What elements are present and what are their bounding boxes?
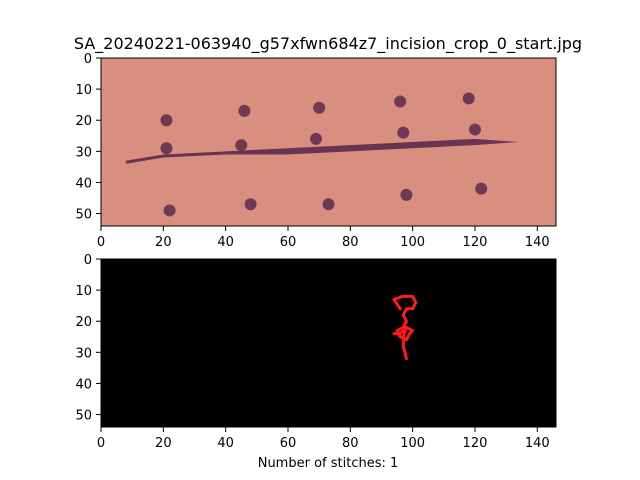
x-tick-label: 140 <box>525 436 550 451</box>
x-tick-label: 100 <box>400 235 425 250</box>
y-tick-label: 30 <box>75 346 92 361</box>
y-tick-label: 40 <box>75 176 92 191</box>
top-chart-title: SA_20240221-063940_g57xfwn684z7_incision… <box>74 34 582 54</box>
y-tick-label: 20 <box>75 315 92 330</box>
detected-stitch-trace <box>392 329 405 336</box>
y-tick-label: 10 <box>75 284 92 299</box>
y-tick-label: 0 <box>84 52 92 67</box>
stitch-mark-dot <box>163 204 176 217</box>
x-tick-label: 100 <box>400 436 425 451</box>
stitch-mark-dot <box>397 126 410 139</box>
detected-stitch-trace <box>392 294 418 361</box>
axes-frame <box>100 258 557 428</box>
y-tick-label: 40 <box>75 377 92 392</box>
stitch-mark-dot <box>235 139 248 152</box>
stitch-mark-dot <box>160 114 173 127</box>
x-tick-label: 120 <box>463 235 488 250</box>
stitch-mark-dot <box>475 182 488 195</box>
x-tick-label: 0 <box>97 235 105 250</box>
y-tick-label: 50 <box>75 409 92 424</box>
stitch-mark-dot <box>400 188 413 201</box>
image-background <box>101 259 556 427</box>
y-tick-label: 30 <box>75 145 92 160</box>
stitch-mark-dot <box>462 92 475 105</box>
bottom-chart-xlabel: Number of stitches: 1 <box>258 456 399 471</box>
stitch-mark-dot <box>238 104 251 117</box>
x-tick-label: 80 <box>342 436 359 451</box>
stitch-mark-dot <box>244 198 257 211</box>
x-tick-label: 60 <box>280 235 297 250</box>
y-tick-label: 0 <box>84 253 92 268</box>
stitch-mark-dot <box>468 123 481 136</box>
incision-line <box>125 138 519 164</box>
x-tick-label: 40 <box>217 436 234 451</box>
x-tick-label: 40 <box>217 235 234 250</box>
x-tick-label: 140 <box>525 235 550 250</box>
stitch-mark-dot <box>313 101 326 114</box>
bottom-image-panel: 0 20 40 60 80 100 120 140 0 10 20 30 40 50 <box>75 253 557 451</box>
y-tick-label: 50 <box>75 208 92 223</box>
x-tick-label: 80 <box>342 235 359 250</box>
x-tick-label: 20 <box>155 436 172 451</box>
x-tick-label: 120 <box>463 436 488 451</box>
stitch-mark-dot <box>394 95 407 108</box>
x-tick-label: 60 <box>280 436 297 451</box>
stitch-mark-dot <box>310 132 323 145</box>
stitch-mark-dot <box>322 198 335 211</box>
top-image-panel: 0 20 40 60 80 100 120 140 0 10 20 30 40 50 <box>75 52 557 250</box>
x-tick-label: 0 <box>97 436 105 451</box>
stitch-mark-dot <box>160 142 173 155</box>
x-tick-label: 20 <box>155 235 172 250</box>
axes-frame <box>100 57 557 227</box>
y-tick-label: 20 <box>75 114 92 129</box>
y-tick-label: 10 <box>75 83 92 98</box>
